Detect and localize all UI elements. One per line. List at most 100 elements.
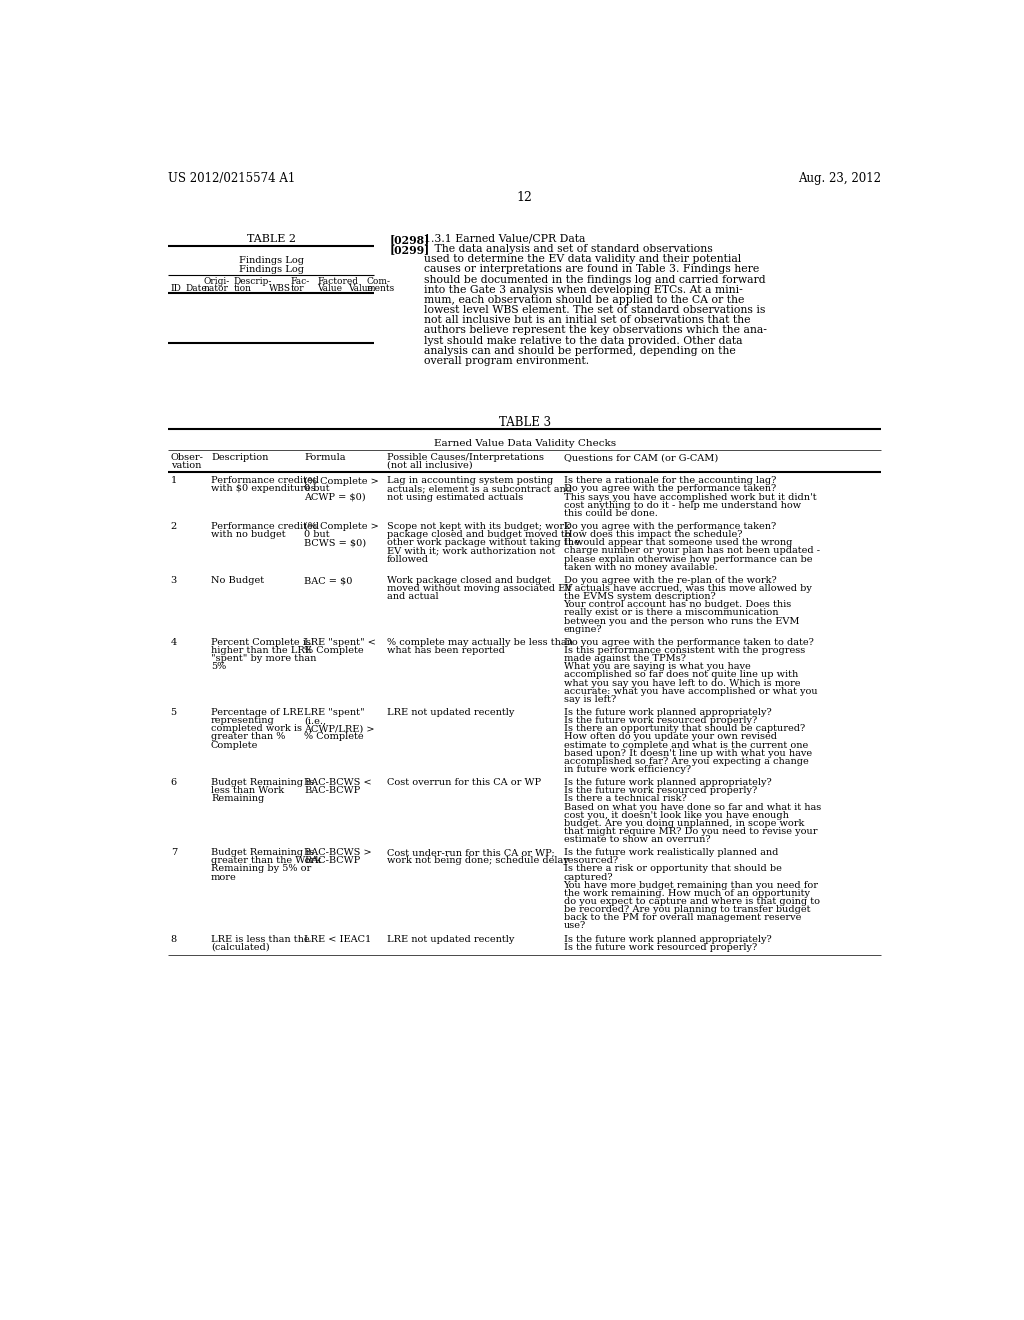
- Text: accomplished so far? Are you expecting a change: accomplished so far? Are you expecting a…: [563, 756, 808, 766]
- Text: Is there a rationale for the accounting lag?: Is there a rationale for the accounting …: [563, 477, 776, 486]
- Text: Is there an opportunity that should be captured?: Is there an opportunity that should be c…: [563, 725, 805, 734]
- Text: 8: 8: [171, 935, 177, 944]
- Text: Performance credited: Performance credited: [211, 523, 318, 531]
- Text: LRE "spent": LRE "spent": [304, 708, 365, 717]
- Text: in future work efficiency?: in future work efficiency?: [563, 764, 690, 774]
- Text: TABLE 2: TABLE 2: [247, 234, 296, 244]
- Text: Possible Causes/Interpretations: Possible Causes/Interpretations: [387, 453, 544, 462]
- Text: Is the future work resourced properly?: Is the future work resourced properly?: [563, 942, 757, 952]
- Text: 0 but: 0 but: [304, 531, 330, 540]
- Text: 4: 4: [171, 638, 177, 647]
- Text: BCWS = $0): BCWS = $0): [304, 539, 366, 548]
- Text: % complete may actually be less than: % complete may actually be less than: [387, 638, 572, 647]
- Text: this could be done.: this could be done.: [563, 508, 657, 517]
- Text: Performance credited: Performance credited: [211, 477, 318, 486]
- Text: Description: Description: [211, 453, 268, 462]
- Text: LRE not updated recently: LRE not updated recently: [387, 935, 514, 944]
- Text: 1: 1: [171, 477, 177, 486]
- Text: Remaining: Remaining: [211, 795, 264, 804]
- Text: This says you have accomplished work but it didn't: This says you have accomplished work but…: [563, 492, 816, 502]
- Text: BAC = $0: BAC = $0: [304, 576, 352, 585]
- Text: moved without moving associated EV: moved without moving associated EV: [387, 585, 572, 593]
- Text: It would appear that someone used the wrong: It would appear that someone used the wr…: [563, 539, 792, 548]
- Text: between you and the person who runs the EVM: between you and the person who runs the …: [563, 616, 799, 626]
- Text: 3: 3: [171, 576, 177, 585]
- Text: what you say you have left to do. Which is more: what you say you have left to do. Which …: [563, 678, 800, 688]
- Text: into the Gate 3 analysis when developing ETCs. At a mini-: into the Gate 3 analysis when developing…: [424, 285, 742, 294]
- Text: tion: tion: [233, 284, 252, 293]
- Text: really exist or is there a miscommunication: really exist or is there a miscommunicat…: [563, 609, 778, 618]
- Text: What you are saying is what you have: What you are saying is what you have: [563, 663, 751, 672]
- Text: (calculated): (calculated): [211, 942, 269, 952]
- Text: lowest level WBS element. The set of standard observations is: lowest level WBS element. The set of sta…: [424, 305, 765, 315]
- Text: If actuals have accrued, was this move allowed by: If actuals have accrued, was this move a…: [563, 585, 811, 593]
- Text: actuals; element is a subcontract and: actuals; element is a subcontract and: [387, 484, 571, 494]
- Text: Is the future work planned appropriately?: Is the future work planned appropriately…: [563, 779, 771, 787]
- Text: the EVMS system description?: the EVMS system description?: [563, 593, 716, 602]
- Text: Value: Value: [348, 284, 373, 293]
- Text: How does this impact the schedule?: How does this impact the schedule?: [563, 531, 742, 540]
- Text: Budget Remaining is: Budget Remaining is: [211, 849, 314, 857]
- Text: lyst should make relative to the data provided. Other data: lyst should make relative to the data pr…: [424, 335, 742, 346]
- Text: Work package closed and budget: Work package closed and budget: [387, 576, 551, 585]
- Text: accomplished so far does not quite line up with: accomplished so far does not quite line …: [563, 671, 798, 680]
- Text: 2: 2: [171, 523, 177, 531]
- Text: do you expect to capture and where is that going to: do you expect to capture and where is th…: [563, 896, 819, 906]
- Text: 5: 5: [171, 708, 177, 717]
- Text: The data analysis and set of standard observations: The data analysis and set of standard ob…: [424, 244, 713, 253]
- Text: causes or interpretations are found in Table 3. Findings here: causes or interpretations are found in T…: [424, 264, 760, 275]
- Text: Is there a risk or opportunity that should be: Is there a risk or opportunity that shou…: [563, 865, 781, 874]
- Text: 7: 7: [171, 849, 177, 857]
- Text: Origi-: Origi-: [204, 277, 230, 286]
- Text: BAC-BCWP: BAC-BCWP: [304, 787, 360, 796]
- Text: Cost overrun for this CA or WP: Cost overrun for this CA or WP: [387, 779, 541, 787]
- Text: captured?: captured?: [563, 873, 613, 882]
- Text: back to the PM for overall management reserve: back to the PM for overall management re…: [563, 913, 801, 921]
- Text: How often do you update your own revised: How often do you update your own revised: [563, 733, 776, 742]
- Text: mum, each observation should be applied to the CA or the: mum, each observation should be applied …: [424, 294, 744, 305]
- Text: ID: ID: [171, 284, 181, 293]
- Text: work not being done; schedule delay: work not being done; schedule delay: [387, 857, 568, 866]
- Text: Com-: Com-: [367, 277, 391, 286]
- Text: followed: followed: [387, 554, 429, 564]
- Text: Lag in accounting system posting: Lag in accounting system posting: [387, 477, 553, 486]
- Text: "spent" by more than: "spent" by more than: [211, 655, 316, 663]
- Text: Date: Date: [185, 284, 207, 293]
- Text: BAC-BCWP: BAC-BCWP: [304, 857, 360, 866]
- Text: WBS: WBS: [269, 284, 291, 293]
- Text: Do you agree with the performance taken?: Do you agree with the performance taken?: [563, 523, 776, 531]
- Text: (i.e.,: (i.e.,: [304, 717, 326, 725]
- Text: taken with no money available.: taken with no money available.: [563, 562, 717, 572]
- Text: Formula: Formula: [304, 453, 345, 462]
- Text: 6: 6: [171, 779, 177, 787]
- Text: Is the future work resourced properly?: Is the future work resourced properly?: [563, 717, 757, 725]
- Text: nator: nator: [204, 284, 228, 293]
- Text: ments: ments: [367, 284, 395, 293]
- Text: the work remaining. How much of an opportunity: the work remaining. How much of an oppor…: [563, 888, 810, 898]
- Text: what has been reported: what has been reported: [387, 647, 505, 655]
- Text: Earned Value Data Validity Checks: Earned Value Data Validity Checks: [434, 440, 615, 449]
- Text: LRE < IEAC1: LRE < IEAC1: [304, 935, 371, 944]
- Text: Cost under-run for this CA or WP;: Cost under-run for this CA or WP;: [387, 849, 554, 857]
- Text: Is there a technical risk?: Is there a technical risk?: [563, 795, 686, 804]
- Text: Descrip-: Descrip-: [233, 277, 271, 286]
- Text: not all inclusive but is an initial set of observations that the: not all inclusive but is an initial set …: [424, 315, 751, 325]
- Text: budget. Are you doing unplanned, in scope work: budget. Are you doing unplanned, in scop…: [563, 818, 804, 828]
- Text: cost you, it doesn't look like you have enough: cost you, it doesn't look like you have …: [563, 810, 788, 820]
- Text: Is the future work planned appropriately?: Is the future work planned appropriately…: [563, 935, 771, 944]
- Text: Do you agree with the re-plan of the work?: Do you agree with the re-plan of the wor…: [563, 576, 776, 585]
- Text: US 2012/0215574 A1: US 2012/0215574 A1: [168, 173, 296, 185]
- Text: engine?: engine?: [563, 624, 602, 634]
- Text: Scope not kept with its budget; work: Scope not kept with its budget; work: [387, 523, 569, 531]
- Text: more: more: [211, 873, 237, 882]
- Text: made against the TPMs?: made against the TPMs?: [563, 655, 685, 663]
- Text: Do you agree with the performance taken to date?: Do you agree with the performance taken …: [563, 638, 813, 647]
- Text: (% Complete >: (% Complete >: [304, 477, 379, 486]
- Text: ACWP = $0): ACWP = $0): [304, 492, 366, 502]
- Text: BAC-BCWS <: BAC-BCWS <: [304, 779, 372, 787]
- Text: Complete: Complete: [211, 741, 258, 750]
- Text: less than Work: less than Work: [211, 787, 284, 796]
- Text: and actual: and actual: [387, 593, 438, 602]
- Text: based upon? It doesn't line up with what you have: based upon? It doesn't line up with what…: [563, 748, 812, 758]
- Text: completed work is: completed work is: [211, 725, 302, 734]
